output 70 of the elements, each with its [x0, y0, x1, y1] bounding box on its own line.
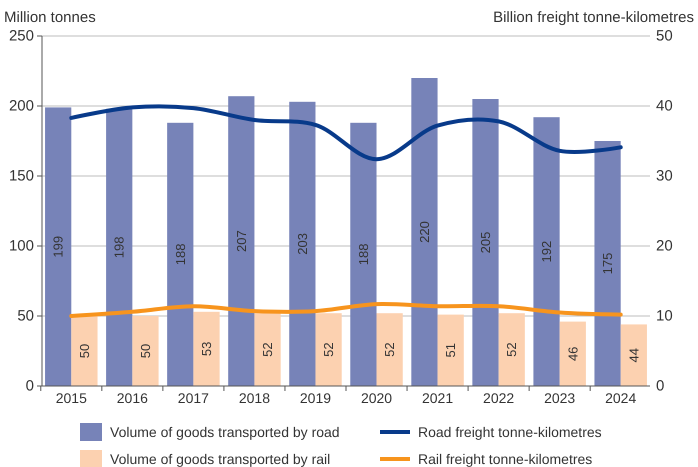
data-label: 188 — [172, 244, 188, 266]
y2-axis-title: Billion freight tonne-kilometres — [493, 9, 694, 26]
x-tick-label: 2020 — [360, 390, 392, 406]
data-label: 203 — [294, 233, 310, 255]
data-label: 44 — [626, 348, 642, 362]
bar — [472, 99, 499, 386]
line-series — [69, 302, 623, 318]
bar — [438, 314, 464, 386]
legend-label: Volume of goods transported by road — [110, 424, 340, 440]
y-tick-label: 150 — [8, 168, 34, 184]
data-label: 175 — [600, 252, 616, 274]
data-label: 220 — [416, 221, 432, 243]
y-tick-label: 200 — [8, 98, 34, 114]
x-tick-label: 2024 — [605, 390, 636, 406]
bar — [376, 313, 403, 386]
legend-label: Road freight tonne-kilometres — [418, 424, 602, 440]
x-tick-label: 2015 — [56, 390, 88, 406]
y-tick-label: 250 — [8, 28, 34, 44]
data-label: 51 — [443, 343, 458, 358]
y2-tick-label: 20 — [656, 238, 673, 254]
legend-label: Rail freight tonne-kilometres — [418, 451, 592, 467]
y2-tick-label: 0 — [656, 378, 664, 394]
bar — [106, 108, 132, 386]
data-label: 53 — [199, 342, 214, 356]
y2-tick-label: 40 — [656, 98, 673, 114]
y-axis-title: Million tonnes — [4, 9, 96, 26]
bar — [315, 313, 342, 386]
data-label: 50 — [138, 344, 153, 358]
x-tick-label: 2017 — [178, 390, 210, 406]
x-tick-label: 2019 — [300, 390, 332, 406]
x-tick-label: 2018 — [238, 390, 270, 406]
legend-label: Volume of goods transported by rail — [110, 451, 330, 467]
data-label: 199 — [50, 236, 66, 258]
data-label: 198 — [112, 236, 127, 258]
y2-tick-label: 50 — [656, 28, 673, 44]
data-label: 192 — [539, 240, 554, 262]
bar — [71, 316, 98, 386]
data-label: 46 — [565, 346, 580, 362]
bar — [411, 78, 438, 386]
x-tick-label: 2023 — [544, 390, 576, 406]
bar — [498, 313, 525, 386]
bar — [45, 107, 72, 386]
x-tick-label: 2021 — [422, 390, 454, 406]
y2-tick-label: 10 — [656, 308, 673, 324]
bar — [533, 117, 560, 386]
bar — [228, 96, 254, 386]
data-label: 52 — [321, 342, 336, 357]
bar — [594, 141, 621, 386]
bar — [289, 102, 316, 386]
data-label: 188 — [356, 244, 371, 266]
y-tick-label: 100 — [8, 238, 34, 254]
y-tick-label: 0 — [26, 378, 34, 394]
bar — [620, 324, 647, 386]
bar — [560, 322, 586, 386]
y2-tick-label: 30 — [656, 168, 673, 184]
data-label: 52 — [382, 342, 398, 357]
x-tick-label: 2016 — [116, 390, 148, 406]
bar — [132, 316, 159, 386]
x-tick-label: 2022 — [483, 390, 514, 406]
bar — [167, 122, 194, 386]
bar — [350, 122, 377, 386]
data-label: 52 — [504, 342, 520, 357]
bar — [193, 312, 220, 386]
bar — [254, 313, 281, 386]
y-tick-label: 50 — [17, 308, 34, 324]
line-series — [69, 104, 623, 162]
data-label: 205 — [478, 232, 493, 254]
data-label: 52 — [260, 342, 276, 357]
data-label: 207 — [234, 230, 249, 252]
data-label: 50 — [76, 344, 92, 358]
